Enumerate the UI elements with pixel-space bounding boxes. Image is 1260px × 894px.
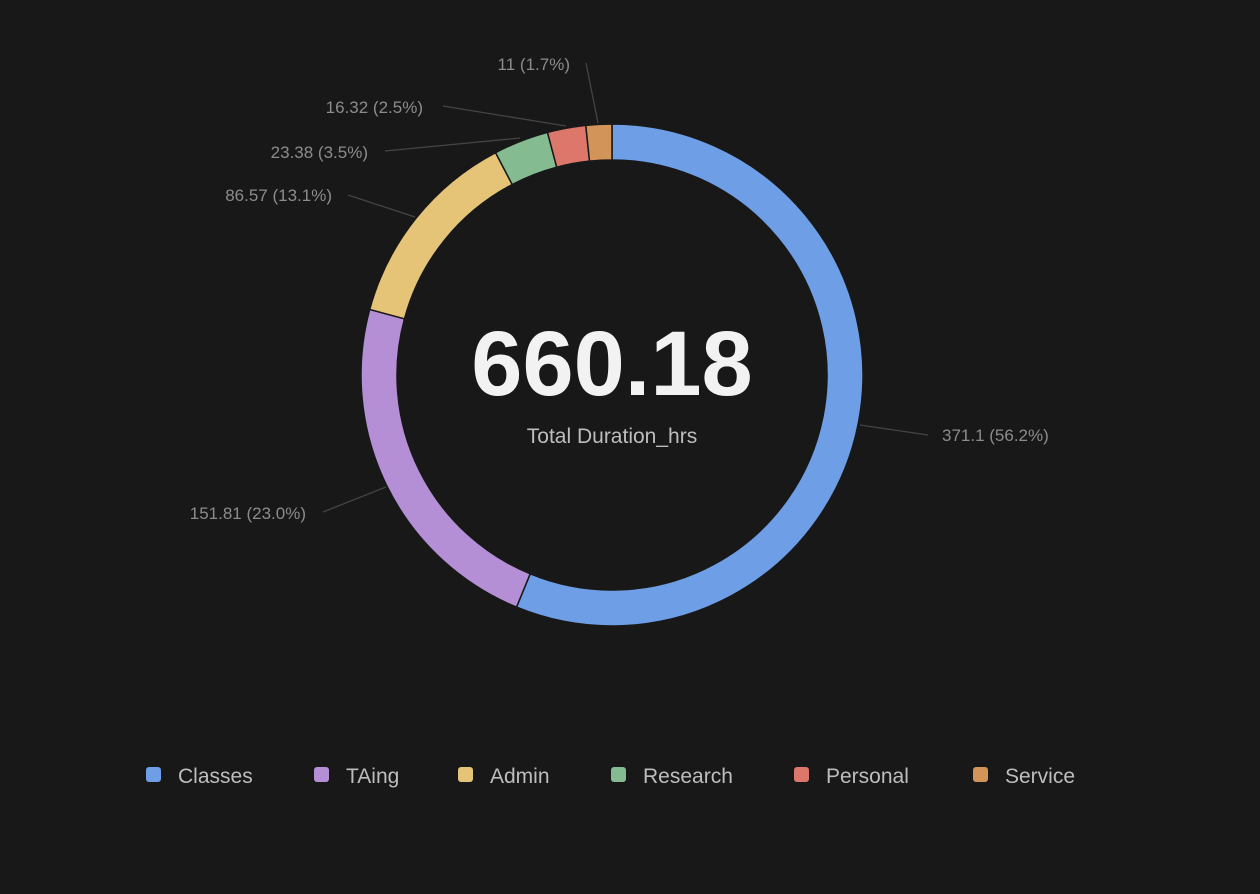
legend-item-classes[interactable]: Classes bbox=[146, 765, 253, 788]
legend-label-admin: Admin bbox=[490, 765, 550, 788]
legend-item-service[interactable]: Service bbox=[973, 765, 1075, 788]
data-label-personal: 16.32 (2.5%) bbox=[326, 98, 423, 117]
legend-swatch-admin bbox=[458, 767, 473, 782]
legend-label-personal: Personal bbox=[826, 765, 909, 788]
legend-item-admin[interactable]: Admin bbox=[458, 765, 550, 788]
slice-admin[interactable] bbox=[368, 151, 514, 320]
legend-label-research: Research bbox=[643, 765, 733, 788]
data-label-taing: 151.81 (23.0%) bbox=[190, 504, 306, 523]
leader-line-classes bbox=[859, 424, 929, 436]
legend-item-research[interactable]: Research bbox=[611, 765, 733, 788]
data-label-classes: 371.1 (56.2%) bbox=[942, 426, 1049, 445]
slice-service[interactable] bbox=[584, 123, 613, 163]
leader-line-taing bbox=[322, 486, 387, 513]
legend-label-classes: Classes bbox=[178, 765, 253, 788]
slice-classes[interactable] bbox=[515, 123, 864, 627]
legend-swatch-classes bbox=[146, 767, 161, 782]
legend-item-taing[interactable]: TAing bbox=[314, 765, 399, 788]
leader-line-admin bbox=[347, 194, 416, 218]
legend-swatch-taing bbox=[314, 767, 329, 782]
legend-swatch-research bbox=[611, 767, 626, 782]
legend-label-service: Service bbox=[1005, 765, 1075, 788]
data-label-service: 11 (1.7%) bbox=[498, 55, 570, 74]
legend-item-personal[interactable]: Personal bbox=[794, 765, 909, 788]
leader-line-personal bbox=[442, 105, 567, 127]
center-total-label: Total Duration_hrs bbox=[527, 425, 697, 448]
legend-label-taing: TAing bbox=[346, 765, 399, 788]
legend-swatch-personal bbox=[794, 767, 809, 782]
data-label-research: 23.38 (3.5%) bbox=[271, 143, 368, 162]
data-label-admin: 86.57 (13.1%) bbox=[225, 186, 332, 205]
legend-swatch-service bbox=[973, 767, 988, 782]
leader-line-research bbox=[384, 137, 521, 152]
center-total-value: 660.18 bbox=[471, 313, 752, 415]
leader-line-service bbox=[585, 62, 599, 124]
